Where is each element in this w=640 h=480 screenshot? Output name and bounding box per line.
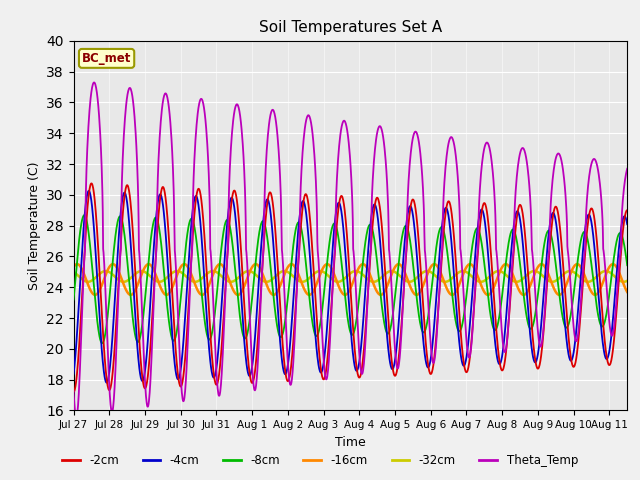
Line: -16cm: -16cm <box>74 264 627 295</box>
-32cm <box>326 275 334 280</box>
-8cm <box>98 340 106 346</box>
-16cm <box>70 264 77 270</box>
-16cm <box>113 264 120 270</box>
-2cm <box>113 310 121 316</box>
-8cm <box>623 263 631 268</box>
-4cm <box>102 380 110 385</box>
Line: -2cm: -2cm <box>74 183 627 392</box>
-8cm <box>70 297 77 302</box>
Theta_Temp <box>327 325 335 331</box>
-8cm <box>136 336 143 342</box>
X-axis label: Time: Time <box>335 436 366 449</box>
Theta_Temp <box>90 80 98 85</box>
-8cm <box>305 293 313 299</box>
Line: Theta_Temp: Theta_Temp <box>74 83 627 418</box>
-32cm <box>135 269 143 275</box>
-2cm <box>623 207 631 213</box>
Theta_Temp <box>305 113 313 119</box>
-8cm <box>81 212 88 218</box>
-16cm <box>623 289 631 295</box>
-16cm <box>135 278 143 284</box>
-32cm <box>316 268 324 274</box>
-2cm <box>316 361 324 367</box>
-2cm <box>305 205 313 211</box>
-2cm <box>385 327 393 333</box>
-32cm <box>113 275 120 281</box>
Theta_Temp <box>136 256 143 262</box>
-4cm <box>85 188 93 194</box>
-8cm <box>327 232 335 238</box>
-16cm <box>316 272 324 278</box>
-32cm <box>305 276 313 281</box>
-4cm <box>327 273 335 278</box>
-32cm <box>623 278 631 284</box>
-32cm <box>70 269 77 275</box>
-2cm <box>88 180 95 186</box>
-4cm <box>305 244 313 250</box>
Legend: -2cm, -4cm, -8cm, -16cm, -32cm, Theta_Temp: -2cm, -4cm, -8cm, -16cm, -32cm, Theta_Te… <box>58 449 582 472</box>
Line: -32cm: -32cm <box>74 271 627 282</box>
-4cm <box>623 221 631 227</box>
-4cm <box>317 370 324 375</box>
-4cm <box>385 355 393 361</box>
-16cm <box>341 292 349 298</box>
Line: -8cm: -8cm <box>74 215 627 343</box>
-8cm <box>385 329 393 335</box>
-4cm <box>136 368 143 374</box>
Theta_Temp <box>623 166 631 172</box>
-16cm <box>326 263 333 269</box>
-2cm <box>70 389 77 395</box>
-2cm <box>136 339 143 345</box>
-16cm <box>385 278 393 284</box>
-32cm <box>352 268 360 274</box>
Line: -4cm: -4cm <box>74 191 627 383</box>
Theta_Temp <box>72 415 80 420</box>
-4cm <box>70 371 77 376</box>
Theta_Temp <box>70 388 77 394</box>
-16cm <box>395 261 403 267</box>
-4cm <box>113 258 121 264</box>
-32cm <box>385 268 393 274</box>
Y-axis label: Soil Temperature (C): Soil Temperature (C) <box>28 161 40 290</box>
Theta_Temp <box>317 300 324 305</box>
-16cm <box>305 292 312 298</box>
-2cm <box>326 320 334 326</box>
-32cm <box>298 279 306 285</box>
Text: BC_met: BC_met <box>82 52 131 65</box>
-8cm <box>317 318 324 324</box>
Theta_Temp <box>113 324 121 330</box>
Theta_Temp <box>385 250 393 255</box>
Title: Soil Temperatures Set A: Soil Temperatures Set A <box>259 21 442 36</box>
-8cm <box>113 221 121 227</box>
